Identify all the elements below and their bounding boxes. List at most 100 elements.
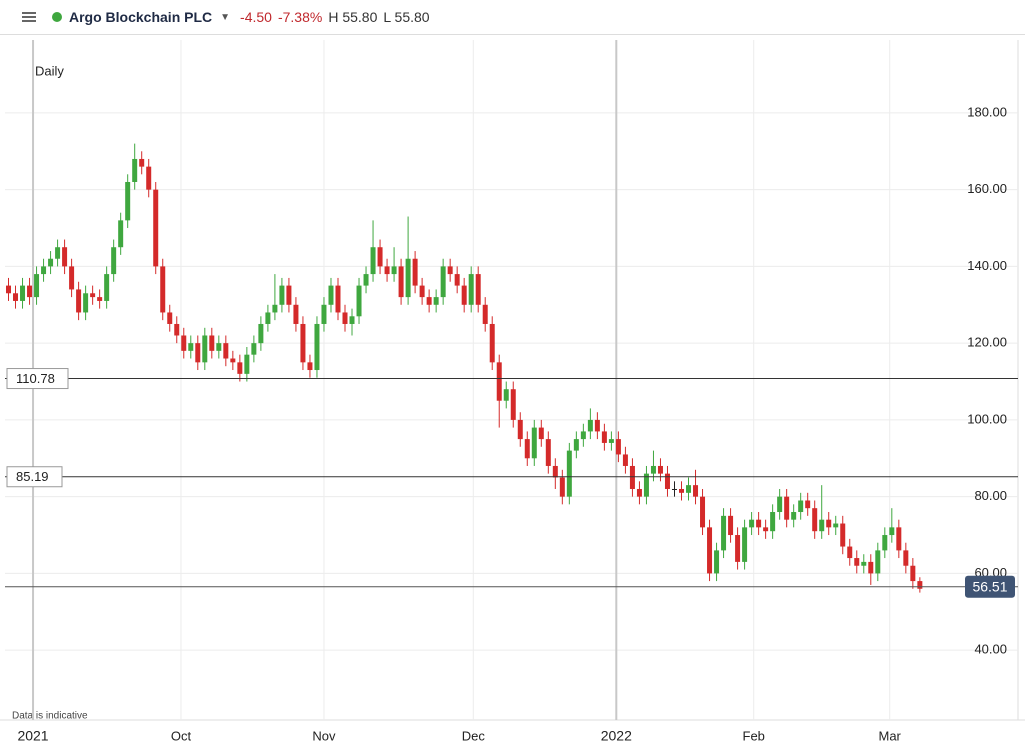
candle-body (559, 477, 565, 497)
instrument-title[interactable]: Argo Blockchain PLC (69, 9, 213, 25)
candle-body (244, 354, 250, 374)
x-tick-label: Dec (462, 728, 486, 743)
candle-body (735, 535, 741, 562)
candle-body (686, 485, 692, 493)
candle-body (573, 439, 579, 451)
candle-body (629, 465, 635, 489)
candle-body (693, 485, 699, 497)
x-tick-label: Feb (743, 728, 765, 743)
candle-body (104, 274, 110, 301)
price-line-label: 110.78 (16, 371, 55, 386)
candle-body (475, 274, 481, 305)
candle-body (426, 297, 432, 305)
x-tick-label: Nov (312, 728, 336, 743)
candle-body (510, 389, 516, 420)
candle-body (419, 285, 425, 298)
candle-body (76, 289, 82, 313)
interval-label: Daily (35, 63, 64, 78)
candle-body (118, 220, 124, 248)
candle-body (461, 285, 467, 305)
candle-body (489, 323, 495, 363)
candle-body (552, 465, 558, 478)
candle-body (237, 362, 243, 374)
low: L 55.80 (383, 9, 430, 25)
y-tick-label: 40.00 (974, 642, 1007, 657)
candle-body (749, 519, 755, 528)
candle-body (826, 519, 832, 528)
price-line-box (6, 368, 69, 390)
candle-body (833, 523, 839, 528)
candle-body (370, 247, 376, 275)
candle-body (356, 285, 362, 317)
candle-body (272, 304, 278, 313)
candle-body (763, 527, 769, 532)
candle-body (538, 427, 544, 440)
candle-body (468, 274, 474, 305)
candle-body (854, 558, 860, 566)
candle-body (882, 535, 888, 551)
menu-icon[interactable] (22, 10, 36, 24)
candle-body (258, 323, 264, 344)
candle-body (847, 546, 853, 559)
candle-body (622, 454, 628, 466)
candle-body (69, 266, 75, 290)
candle-body (111, 247, 117, 275)
y-tick-label: 180.00 (967, 104, 1007, 119)
candle-body (433, 297, 439, 305)
candle-body (55, 247, 61, 259)
candle-body (615, 439, 621, 455)
high: H 55.80 (328, 9, 378, 25)
candle-body (594, 419, 600, 432)
chart: Daily Data is indicative 40.0060.0080.00… (0, 40, 1025, 744)
x-tick-label: Mar (879, 728, 902, 743)
candle-body (756, 519, 762, 528)
dropdown-caret[interactable]: ▼ (220, 11, 231, 23)
candle-body (742, 527, 748, 562)
candle-body (580, 431, 586, 440)
candle-body (671, 488, 677, 490)
candle-body (398, 266, 404, 298)
price-line-box (6, 466, 63, 488)
candle-body (777, 496, 783, 513)
candle-body (167, 312, 173, 324)
candle-body (812, 508, 818, 532)
candle-body (139, 158, 145, 167)
candle-body (384, 266, 390, 275)
candle-body (314, 323, 320, 371)
candle-body (279, 285, 285, 305)
candle-body (195, 343, 201, 363)
candle-body (608, 439, 614, 443)
candle-body (875, 550, 881, 574)
candle-body (728, 515, 734, 536)
candle-body (251, 343, 257, 355)
x-tick-label: 2022 (601, 728, 632, 744)
candle-body (861, 561, 867, 566)
candle-body (286, 285, 292, 305)
candle-body (917, 581, 923, 589)
candle-body (447, 266, 453, 275)
candle-body (188, 343, 194, 351)
candle-body (405, 258, 411, 298)
candle-body (377, 247, 383, 267)
candle-body (503, 389, 509, 401)
y-tick-label: 80.00 (974, 488, 1007, 503)
candle-body (335, 285, 341, 313)
candle-body (181, 335, 187, 351)
candle-body (819, 519, 825, 532)
x-tick-label: Oct (171, 728, 192, 743)
candle-body (524, 439, 530, 459)
candle-body (896, 527, 902, 551)
candle-body (714, 550, 720, 574)
candle-body (13, 293, 19, 301)
candle-body (230, 358, 236, 363)
candle-body (209, 335, 215, 351)
y-tick-label: 120.00 (967, 335, 1007, 350)
candle-body (391, 266, 397, 275)
last-price-box (965, 575, 1015, 598)
candle-body (517, 419, 523, 440)
candle-body (62, 247, 68, 267)
candle-body (889, 527, 895, 536)
candle-body (657, 465, 663, 474)
candle-body (153, 189, 159, 267)
